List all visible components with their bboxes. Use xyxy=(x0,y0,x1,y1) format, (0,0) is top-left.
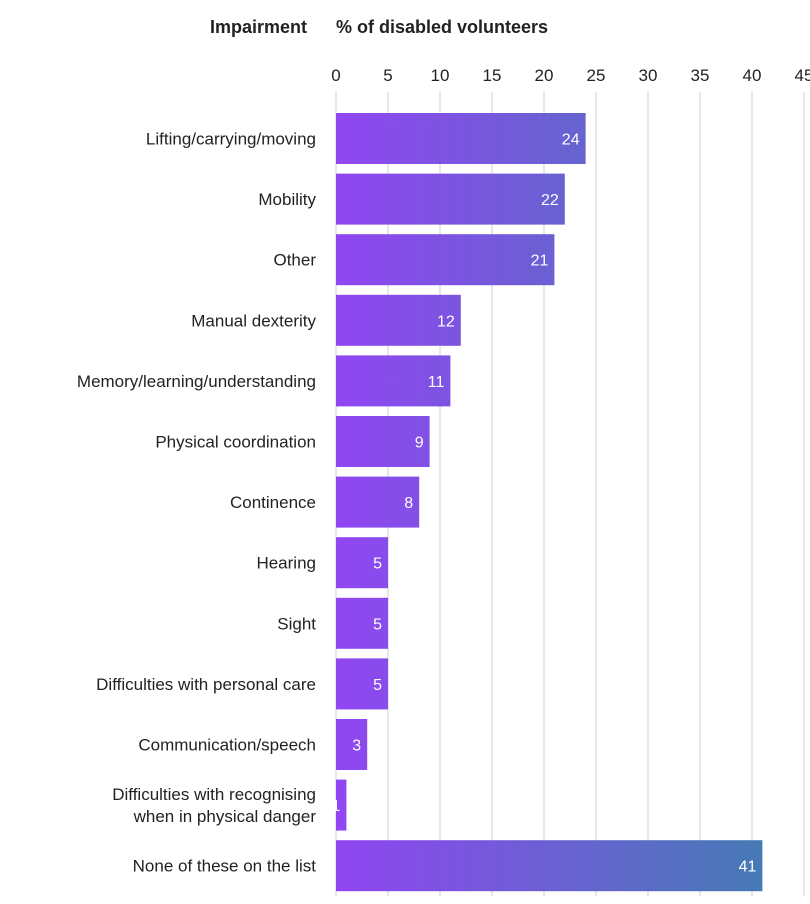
bar-8 xyxy=(336,597,388,649)
category-label-line: Hearing xyxy=(256,554,316,573)
category-label-line: Communication/speech xyxy=(138,736,316,755)
bar-group-4: Memory/learning/understanding 11 xyxy=(77,355,451,407)
category-label-line: when in physical danger xyxy=(133,807,317,826)
category-label-1: Mobility xyxy=(258,190,316,209)
bar-11 xyxy=(336,779,347,831)
category-label-8: Sight xyxy=(277,614,316,633)
bar-group-11: Difficulties with recognising when in phy… xyxy=(112,779,347,831)
x-tick-label-15: 15 xyxy=(483,66,502,85)
bar-group-1: Mobility 22 xyxy=(258,173,565,225)
category-label-3: Manual dexterity xyxy=(191,311,316,330)
value-label-1: 22 xyxy=(541,192,559,209)
value-label-5: 9 xyxy=(415,435,424,452)
category-label-line: Lifting/carrying/moving xyxy=(146,130,316,149)
category-label-2: Other xyxy=(273,251,316,270)
value-label-7: 5 xyxy=(373,556,382,573)
bar-12 xyxy=(336,840,763,892)
category-label-line: Memory/learning/understanding xyxy=(77,372,316,391)
value-label-6: 8 xyxy=(404,495,413,512)
category-label-12: None of these on the list xyxy=(133,857,317,876)
x-tick-label-10: 10 xyxy=(431,66,450,85)
category-label-line: Manual dexterity xyxy=(191,311,316,330)
bar-group-0: Lifting/carrying/moving 24 xyxy=(146,113,586,164)
bar-2 xyxy=(336,234,555,286)
value-label-11: 1 xyxy=(331,798,340,815)
value-label-3: 12 xyxy=(437,313,455,330)
category-label-9: Difficulties with personal care xyxy=(96,675,316,694)
value-header: % of disabled volunteers xyxy=(336,17,548,37)
category-label-line: Difficulties with recognising xyxy=(112,785,316,804)
bar-6 xyxy=(336,476,420,528)
x-tick-label-20: 20 xyxy=(535,66,554,85)
x-tick-label-45: 45 xyxy=(795,66,810,85)
bar-1 xyxy=(336,173,565,225)
category-label-6: Continence xyxy=(230,493,316,512)
x-tick-label-25: 25 xyxy=(587,66,606,85)
bar-4 xyxy=(336,355,451,407)
value-label-2: 21 xyxy=(531,253,549,270)
value-label-4: 11 xyxy=(428,374,445,391)
bars: Lifting/carrying/moving 24 Mobility 22 Other… xyxy=(77,113,763,892)
x-tick-label-5: 5 xyxy=(383,66,392,85)
bar-group-12: None of these on the list 41 xyxy=(133,840,763,892)
bar-group-3: Manual dexterity 12 xyxy=(191,294,461,346)
bar-group-6: Continence 8 xyxy=(230,476,420,528)
value-label-0: 24 xyxy=(562,132,580,149)
category-label-line: Sight xyxy=(277,614,316,633)
x-tick-label-40: 40 xyxy=(743,66,762,85)
category-label-line: Physical coordination xyxy=(155,433,316,452)
category-label-line: Continence xyxy=(230,493,316,512)
category-label-line: Other xyxy=(273,251,316,270)
bar-0 xyxy=(336,113,586,164)
value-label-10: 3 xyxy=(352,738,361,755)
category-label-line: Difficulties with personal care xyxy=(96,675,316,694)
category-label-7: Hearing xyxy=(256,554,316,573)
value-label-9: 5 xyxy=(373,677,382,694)
category-label-0: Lifting/carrying/moving xyxy=(146,130,316,149)
category-label-10: Communication/speech xyxy=(138,736,316,755)
bar-group-8: Sight 5 xyxy=(277,597,388,649)
value-label-8: 5 xyxy=(373,616,382,633)
bar-group-9: Difficulties with personal care 5 xyxy=(96,658,388,710)
value-label-12: 41 xyxy=(739,859,757,876)
x-tick-label-0: 0 xyxy=(331,66,340,85)
category-label-5: Physical coordination xyxy=(155,433,316,452)
x-tick-label-30: 30 xyxy=(639,66,658,85)
bar-group-2: Other 21 xyxy=(273,234,555,286)
category-label-line: Mobility xyxy=(258,190,316,209)
category-label-line: None of these on the list xyxy=(133,857,317,876)
bar-group-5: Physical coordination 9 xyxy=(155,416,430,467)
x-axis-ticks: 0 5 10 15 20 25 30 35 40 45 xyxy=(331,66,810,85)
gridlines xyxy=(335,92,805,896)
x-tick-label-35: 35 xyxy=(691,66,710,85)
bar-group-10: Communication/speech 3 xyxy=(138,719,368,770)
bar-group-7: Hearing 5 xyxy=(256,537,388,589)
bar-9 xyxy=(336,658,388,710)
category-header: Impairment xyxy=(210,17,307,37)
bar-7 xyxy=(336,537,388,589)
category-label-11: Difficulties with recognising when in phy… xyxy=(112,785,316,826)
bar-3 xyxy=(336,294,461,346)
bar-10 xyxy=(336,719,368,770)
bar-5 xyxy=(336,416,430,467)
category-label-4: Memory/learning/understanding xyxy=(77,372,316,391)
